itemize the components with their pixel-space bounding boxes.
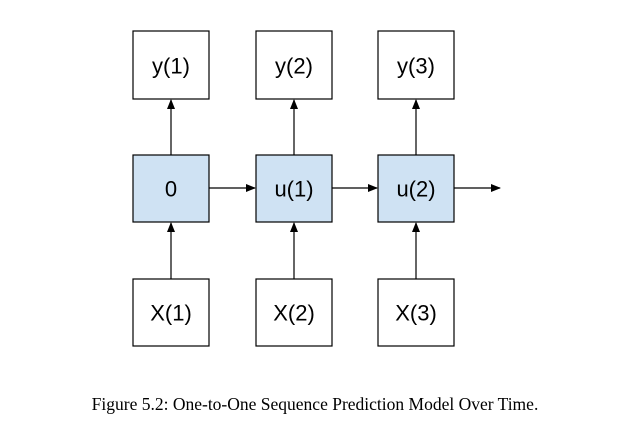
state-label-2: u(1) — [274, 177, 313, 202]
input-box-2 — [255, 278, 333, 347]
output-label-3: y(3) — [397, 54, 435, 79]
output-box-1 — [132, 30, 210, 100]
output-label-1: y(1) — [152, 54, 190, 79]
state-label-3: u(2) — [396, 177, 435, 202]
figure-caption: Figure 5.2: One-to-One Sequence Predicti… — [91, 394, 539, 414]
state-box-3 — [377, 154, 455, 223]
input-box-1 — [132, 278, 210, 347]
output-box-3 — [377, 30, 455, 100]
input-label-3: X(3) — [395, 301, 437, 326]
input-box-3 — [377, 278, 455, 347]
input-label-2: X(2) — [273, 301, 315, 326]
output-box-2 — [255, 30, 333, 100]
sequence-diagram: y(1) y(2) y(3) 0 u(1) u(2) X(1) X(2) X(3… — [132, 30, 501, 347]
input-label-1: X(1) — [150, 301, 192, 326]
state-label-1: 0 — [165, 177, 177, 202]
output-label-2: y(2) — [275, 54, 313, 79]
